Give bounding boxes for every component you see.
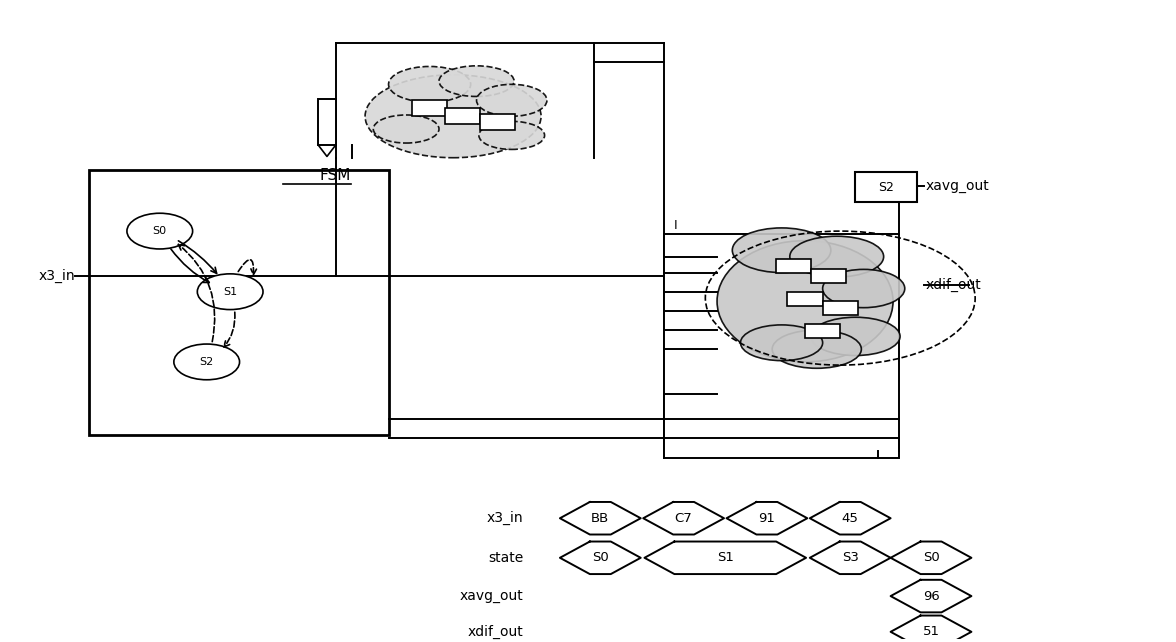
- Ellipse shape: [365, 74, 541, 158]
- Ellipse shape: [476, 84, 547, 116]
- Ellipse shape: [811, 317, 900, 356]
- Bar: [664, 234, 898, 458]
- Ellipse shape: [733, 228, 831, 273]
- Text: S1: S1: [717, 551, 734, 564]
- Polygon shape: [890, 541, 971, 574]
- Text: xavg_out: xavg_out: [460, 589, 523, 603]
- Circle shape: [198, 274, 263, 309]
- Ellipse shape: [773, 330, 861, 369]
- Bar: [319, 99, 336, 145]
- Polygon shape: [643, 502, 724, 535]
- Text: state: state: [488, 551, 523, 565]
- Bar: [776, 259, 811, 273]
- Polygon shape: [560, 541, 641, 574]
- Text: S2: S2: [878, 180, 894, 194]
- Bar: [855, 172, 916, 202]
- Text: 51: 51: [922, 625, 940, 638]
- Ellipse shape: [823, 270, 904, 308]
- Bar: [811, 270, 846, 283]
- Bar: [89, 171, 388, 435]
- Polygon shape: [644, 541, 806, 574]
- Ellipse shape: [373, 115, 439, 143]
- Circle shape: [174, 344, 240, 380]
- Bar: [412, 100, 447, 116]
- Polygon shape: [890, 580, 971, 612]
- Ellipse shape: [439, 66, 514, 96]
- Polygon shape: [810, 502, 890, 535]
- Polygon shape: [727, 502, 807, 535]
- Text: C7: C7: [675, 512, 693, 525]
- Text: I: I: [674, 220, 677, 232]
- Text: S3: S3: [842, 551, 858, 564]
- Text: S2: S2: [200, 357, 214, 367]
- Text: xdif_out: xdif_out: [926, 278, 982, 292]
- Polygon shape: [890, 616, 971, 642]
- Polygon shape: [560, 502, 641, 535]
- Text: S0: S0: [153, 226, 167, 236]
- Text: S1: S1: [223, 287, 238, 297]
- Circle shape: [127, 213, 193, 249]
- Bar: [806, 324, 840, 338]
- Ellipse shape: [479, 121, 544, 150]
- Bar: [788, 292, 823, 306]
- Ellipse shape: [388, 67, 470, 102]
- Polygon shape: [810, 541, 890, 574]
- Ellipse shape: [790, 236, 883, 277]
- Text: S0: S0: [923, 551, 940, 564]
- Text: xdif_out: xdif_out: [468, 625, 523, 639]
- Text: S0: S0: [592, 551, 609, 564]
- Bar: [445, 108, 480, 124]
- Text: BB: BB: [592, 512, 609, 525]
- Bar: [480, 114, 515, 130]
- Text: 96: 96: [923, 589, 940, 603]
- Text: x3_in: x3_in: [39, 269, 75, 283]
- Text: FSM: FSM: [320, 168, 350, 182]
- Ellipse shape: [741, 325, 823, 361]
- Text: xavg_out: xavg_out: [926, 179, 990, 193]
- Bar: [823, 301, 857, 315]
- Text: 45: 45: [842, 512, 858, 525]
- Ellipse shape: [717, 241, 893, 362]
- Text: 91: 91: [759, 512, 775, 525]
- Text: x3_in: x3_in: [487, 511, 523, 525]
